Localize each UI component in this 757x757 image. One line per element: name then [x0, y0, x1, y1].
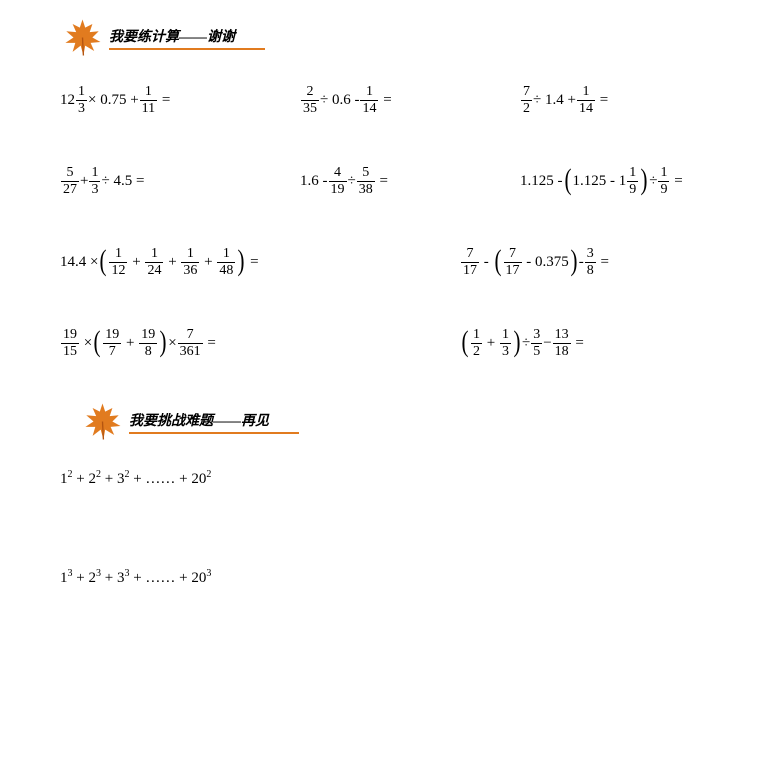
challenge-title: 我要挑战难题——再见	[129, 410, 299, 434]
equation-row-3: 14.4 ×(112 + 124 + 136 + 148) = 717 - (7…	[60, 247, 697, 278]
eq-2a: 527+13÷ 4.5 =	[60, 166, 300, 197]
challenge-eq-2: 13 + 23 + 33 + …… + 203	[60, 568, 697, 587]
challenge-eq-1: 12 + 22 + 32 + …… + 202	[60, 469, 697, 488]
maple-leaf-icon	[80, 399, 125, 444]
eq-4a: 1915 ×(197 + 198)×7361 =	[60, 328, 460, 359]
equation-row-2: 527+13÷ 4.5 = 1.6 -419÷538 = 1.125 -(1.1…	[60, 166, 697, 197]
practice-header: 我要练计算——谢谢	[60, 15, 697, 60]
eq-3a: 14.4 ×(112 + 124 + 136 + 148) =	[60, 247, 460, 278]
maple-leaf-icon	[60, 15, 105, 60]
equation-row-1: 1213× 0.75 +111 = 235÷ 0.6 -114 = 72÷ 1.…	[60, 85, 697, 116]
eq-1b: 235÷ 0.6 -114 =	[300, 85, 520, 116]
eq-1c: 72÷ 1.4 +114 =	[520, 85, 697, 116]
eq-2b: 1.6 -419÷538 =	[300, 166, 520, 197]
eq-3b: 717 - (717 - 0.375)-38 =	[460, 247, 697, 278]
eq-1a: 1213× 0.75 +111 =	[60, 85, 300, 116]
practice-title: 我要练计算——谢谢	[109, 26, 265, 50]
equation-row-4: 1915 ×(197 + 198)×7361 = (12 + 13)÷35−13…	[60, 328, 697, 359]
eq-4b: (12 + 13)÷35−1318 =	[460, 328, 697, 359]
challenge-header: 我要挑战难题——再见	[80, 399, 697, 444]
eq-2c: 1.125 -(1.125 - 119)÷19 =	[520, 166, 697, 197]
